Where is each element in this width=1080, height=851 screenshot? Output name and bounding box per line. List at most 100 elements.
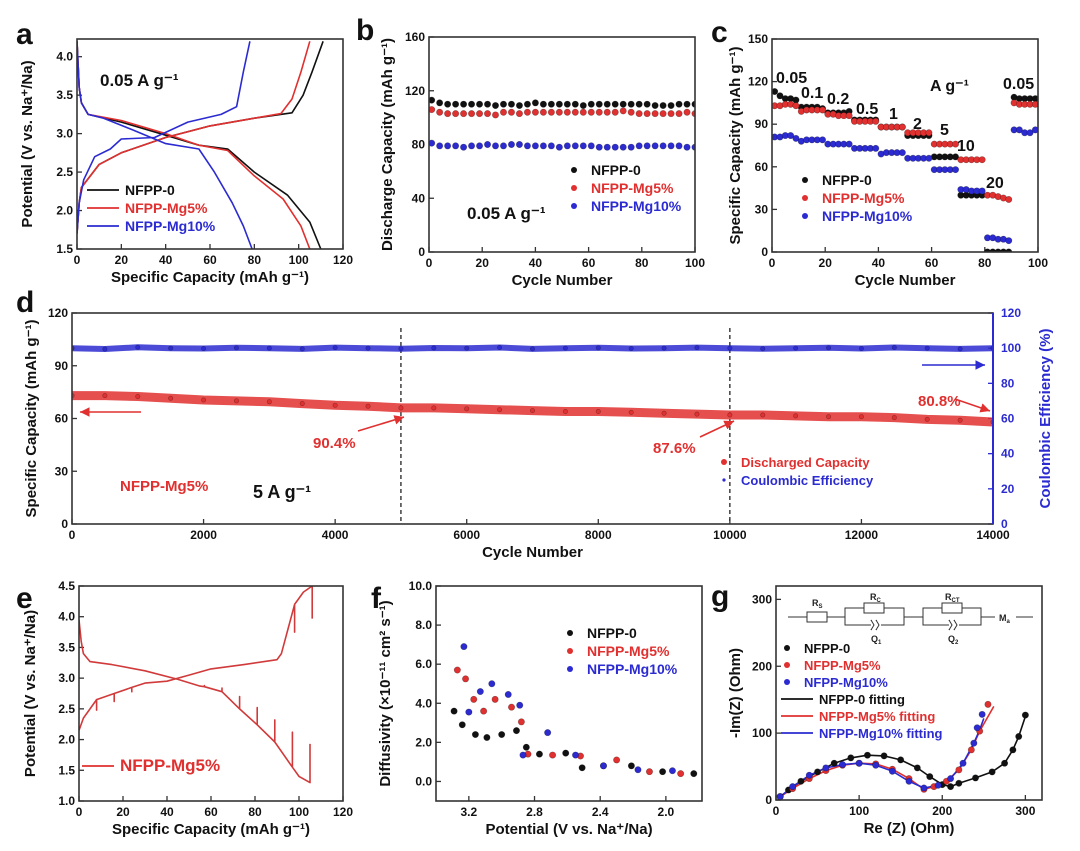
x-tick-label: 20: [476, 256, 490, 270]
data-point: [880, 752, 888, 760]
data-point: [549, 751, 557, 759]
series-nfpp-mg10-: [429, 139, 695, 151]
data-point: [516, 701, 524, 709]
data-point: [628, 346, 634, 352]
data-point: [659, 142, 667, 150]
circuit-label-sub: S: [819, 604, 823, 610]
y-tick-label: 30: [755, 202, 769, 216]
series-nfpp-mg10-: [776, 710, 986, 800]
data-point: [233, 398, 239, 404]
data-point: [845, 140, 853, 148]
legend-label: Coulombic Efficiency: [741, 473, 874, 488]
annotation: 1: [889, 106, 898, 123]
data-point: [444, 100, 452, 108]
data-point: [789, 783, 797, 791]
circuit-label-sub: 1: [878, 640, 882, 646]
data-point: [523, 142, 531, 150]
data-point: [507, 141, 515, 149]
data-point: [571, 108, 579, 116]
y-tick-label: 60: [755, 160, 769, 174]
data-point: [898, 149, 906, 157]
data-point: [470, 695, 478, 703]
y-tick-label: 60: [55, 412, 69, 426]
legend: NFPP-0 NFPP-Mg5% NFPP-Mg10%: [567, 625, 678, 677]
annotation: 0.05: [776, 70, 807, 87]
data-point: [683, 100, 691, 108]
data-point: [491, 111, 499, 119]
y-axis-label: Discharge Capacity (mAh g⁻¹): [379, 38, 396, 251]
data-point: [464, 406, 470, 412]
x-tick-label: 2000: [190, 528, 217, 542]
plot-area: [79, 586, 314, 784]
data-point: [436, 142, 444, 150]
plot-area: [772, 88, 1038, 252]
legend-dot-swatch: [784, 645, 790, 651]
x-tick-label: 8000: [585, 528, 612, 542]
panel-letter: a: [16, 18, 33, 51]
data-point: [562, 345, 568, 351]
annotation: 0.5: [856, 101, 878, 118]
legend-label: NFPP-0 fitting: [819, 692, 905, 707]
data-point: [793, 413, 799, 419]
data-point: [462, 675, 470, 683]
plot-frame: [76, 38, 344, 250]
data-point: [515, 102, 523, 110]
y-tick-label: 120: [405, 84, 425, 98]
panel-letter: c: [711, 16, 728, 49]
data-point: [587, 142, 595, 150]
series-coulombic-efficiency: [72, 344, 993, 352]
data-point: [491, 695, 499, 703]
x-tick-label: 80: [635, 256, 649, 270]
data-point: [952, 140, 960, 148]
data-point: [611, 143, 619, 151]
y-tick-label: 0: [61, 517, 68, 531]
x-tick-label: 0: [74, 253, 81, 267]
data-point: [727, 412, 733, 418]
series-nfpp-mg5-: [453, 666, 685, 778]
annotation: 90.4%: [313, 435, 356, 452]
data-point: [978, 187, 986, 195]
data-point: [792, 102, 800, 110]
data-point: [947, 775, 955, 783]
y-tick-label: 0: [761, 245, 768, 259]
data-point: [603, 108, 611, 116]
data-point: [431, 345, 437, 351]
y2-tick-label: 80: [1001, 376, 1015, 390]
data-point: [562, 408, 568, 414]
y-tick-label: 200: [752, 659, 772, 673]
data-point: [984, 700, 992, 708]
data-point: [926, 773, 934, 781]
data-point: [959, 759, 967, 767]
x-tick-label: 12000: [845, 528, 879, 542]
legend-label: NFPP-Mg10% fitting: [819, 726, 943, 741]
data-point: [627, 108, 635, 116]
data-point: [458, 721, 466, 729]
data-point: [772, 88, 779, 96]
data-point: [651, 102, 659, 110]
legend-label: NFPP-Mg10%: [804, 675, 888, 690]
plot-area: [450, 643, 698, 778]
data-point: [863, 751, 871, 759]
plot-area: [776, 700, 1029, 800]
data-point: [635, 100, 643, 108]
y-tick-label: 3.5: [56, 88, 73, 102]
data-point: [611, 108, 619, 116]
data-point: [452, 100, 460, 108]
data-point: [476, 100, 484, 108]
y-tick-label: 2.0: [58, 733, 75, 747]
y-axis-label: Specific Capacity (mAh g⁻¹): [727, 47, 744, 245]
data-point: [822, 764, 830, 772]
x-tick-label: 0: [426, 256, 433, 270]
x-tick-label: 120: [333, 805, 353, 819]
data-point: [635, 142, 643, 150]
data-point: [531, 108, 539, 116]
annotation: A g⁻¹: [930, 78, 969, 95]
x-tick-label: 60: [925, 256, 939, 270]
panel-letter: g: [711, 580, 729, 613]
x-tick-label: 2.4: [592, 805, 609, 819]
data-point: [826, 345, 832, 351]
legend-label: NFPP-Mg10%: [587, 661, 678, 677]
plot-area: [72, 328, 993, 524]
annotation-arrow: [954, 398, 991, 413]
